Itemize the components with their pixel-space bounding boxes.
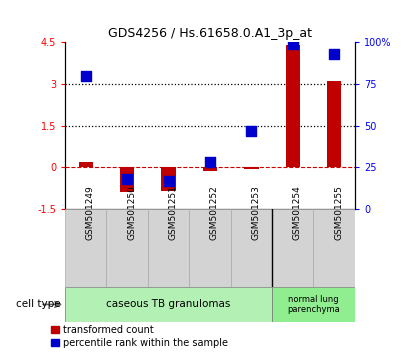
Title: GDS4256 / Hs.61658.0.A1_3p_at: GDS4256 / Hs.61658.0.A1_3p_at — [108, 27, 312, 40]
Text: GSM501254: GSM501254 — [293, 185, 302, 240]
Bar — [286, 45, 300, 167]
Bar — [161, 167, 176, 191]
Point — [248, 128, 255, 133]
Bar — [120, 167, 134, 192]
Text: normal lung
parenchyma: normal lung parenchyma — [287, 295, 340, 314]
Bar — [79, 162, 93, 167]
Text: GSM501250: GSM501250 — [127, 185, 136, 240]
Text: caseous TB granulomas: caseous TB granulomas — [106, 299, 231, 309]
Text: cell type: cell type — [16, 299, 61, 309]
Bar — [65, 209, 107, 287]
Bar — [189, 209, 231, 287]
Bar — [148, 209, 189, 287]
Bar — [65, 287, 272, 322]
Point — [165, 178, 172, 183]
Bar — [203, 167, 217, 171]
Point — [124, 176, 131, 182]
Bar — [327, 81, 341, 167]
Text: GSM501255: GSM501255 — [334, 185, 343, 240]
Bar — [272, 287, 355, 322]
Text: GSM501253: GSM501253 — [252, 185, 260, 240]
Point — [82, 73, 89, 79]
Text: GSM501252: GSM501252 — [210, 185, 219, 240]
Point — [207, 159, 213, 165]
Point — [331, 51, 338, 57]
Bar — [107, 209, 148, 287]
Bar — [231, 209, 272, 287]
Bar — [313, 209, 355, 287]
Text: GSM501251: GSM501251 — [168, 185, 178, 240]
Point — [289, 41, 296, 47]
Bar — [244, 167, 259, 169]
Legend: transformed count, percentile rank within the sample: transformed count, percentile rank withi… — [47, 321, 232, 352]
Bar — [272, 209, 313, 287]
Text: GSM501249: GSM501249 — [86, 185, 95, 240]
